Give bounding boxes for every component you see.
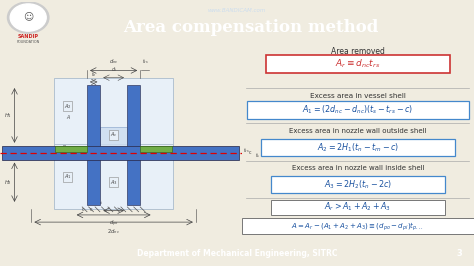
Text: c: c	[82, 207, 85, 212]
Bar	[55, 78, 173, 161]
Text: $A_1 = (2d_{nc} - d_{nc})(t_s - t_{rs} - c)$: $A_1 = (2d_{nc} - d_{nc})(t_s - t_{rs} -…	[302, 104, 413, 116]
Text: $p$: $p$	[62, 143, 66, 151]
Text: $H_1$: $H_1$	[4, 111, 12, 120]
Bar	[140, 146, 173, 152]
Text: $A$: $A$	[66, 113, 72, 121]
Bar	[127, 160, 140, 205]
Text: $A = A_r - (A_1 + A_2 + A_3) \equiv (d_{po} - d_{pi})t_{p...}$: $A = A_r - (A_1 + A_2 + A_3) \equiv (d_{…	[292, 220, 424, 232]
Bar	[87, 160, 100, 205]
Bar	[127, 85, 140, 146]
Text: $d_{pi}$: $d_{pi}$	[95, 198, 103, 209]
Circle shape	[8, 2, 49, 33]
Bar	[87, 85, 100, 146]
Text: SANDIP: SANDIP	[18, 34, 39, 39]
Text: $A_3$: $A_3$	[109, 178, 118, 187]
Bar	[55, 144, 173, 209]
Text: c: c	[249, 150, 252, 155]
Bar	[87, 160, 100, 205]
Text: FOUNDATION: FOUNDATION	[17, 40, 40, 44]
Text: $d_{po}$: $d_{po}$	[109, 219, 118, 229]
Text: Area compensation method: Area compensation method	[124, 19, 379, 36]
FancyBboxPatch shape	[271, 200, 445, 215]
FancyBboxPatch shape	[242, 218, 474, 234]
Text: $A_r \equiv d_{nc} t_{rs}$: $A_r \equiv d_{nc} t_{rs}$	[335, 58, 381, 70]
Text: $t_{rs}$: $t_{rs}$	[142, 57, 148, 66]
Text: $A_2$: $A_2$	[64, 102, 72, 111]
Text: Excess area in vessel shell: Excess area in vessel shell	[310, 93, 406, 99]
Bar	[100, 127, 127, 146]
Text: Excess area in nozzle wall outside shell: Excess area in nozzle wall outside shell	[289, 128, 427, 134]
Text: c: c	[90, 207, 92, 212]
FancyBboxPatch shape	[266, 55, 450, 73]
Text: $t_s$: $t_s$	[255, 151, 261, 160]
FancyBboxPatch shape	[271, 176, 445, 193]
Bar	[87, 85, 100, 146]
Bar	[2, 146, 239, 160]
Text: $A_r > A_1 + A_2 + A_3$: $A_r > A_1 + A_2 + A_3$	[324, 201, 392, 213]
Text: www.BANDICAM.com: www.BANDICAM.com	[208, 8, 266, 13]
Text: $A_c$: $A_c$	[109, 130, 118, 139]
Text: $d_{nc}$: $d_{nc}$	[109, 57, 118, 66]
Circle shape	[10, 4, 46, 31]
Text: $t_n$: $t_n$	[91, 70, 97, 79]
Text: ☺: ☺	[23, 11, 33, 21]
Text: Department of Mechanical Engineering, SITRC: Department of Mechanical Engineering, SI…	[137, 249, 337, 258]
Bar	[127, 160, 140, 205]
Bar	[55, 146, 87, 152]
FancyBboxPatch shape	[261, 139, 455, 156]
Bar	[127, 85, 140, 146]
Text: 3: 3	[456, 249, 462, 258]
Text: $A_3 = 2H_2(t_n - 2c)$: $A_3 = 2H_2(t_n - 2c)$	[324, 178, 392, 191]
Text: $d_i$: $d_i$	[110, 66, 117, 74]
Text: $H_2$: $H_2$	[4, 178, 12, 187]
Text: $2d_{nc}$: $2d_{nc}$	[107, 227, 120, 236]
Text: Area removed: Area removed	[331, 47, 385, 56]
Text: $A_2 = 2H_1(t_n - t_{rn} - c)$: $A_2 = 2H_1(t_n - t_{rn} - c)$	[317, 141, 399, 153]
Text: Excess area in nozzle wall inside shell: Excess area in nozzle wall inside shell	[292, 165, 424, 171]
Text: $A_1$: $A_1$	[64, 172, 72, 181]
FancyBboxPatch shape	[247, 101, 469, 119]
Text: $t_{rs}$: $t_{rs}$	[243, 146, 250, 155]
